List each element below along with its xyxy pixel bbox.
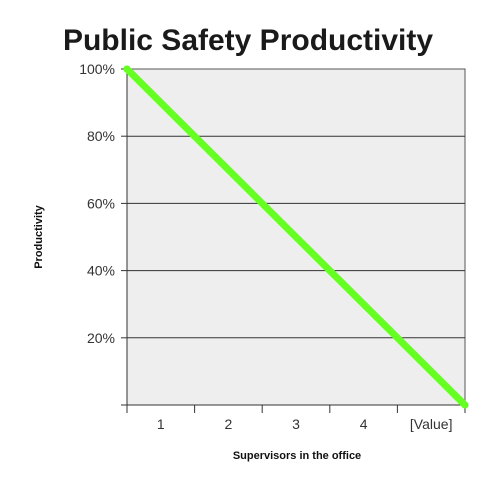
chart-title: Public Safety Productivity: [63, 24, 433, 57]
y-tick-label: 20%: [87, 330, 115, 346]
x-tick-label: 2: [225, 416, 233, 432]
x-tick-label: 4: [360, 416, 368, 432]
gridlines: [127, 135, 465, 339]
y-tick-label: 100%: [79, 61, 115, 77]
y-tick-label: 40%: [87, 263, 115, 279]
x-tick-label: 1: [157, 416, 165, 432]
y-tick-label: 60%: [87, 195, 115, 211]
data-point: [461, 401, 469, 409]
x-tick-label: 3: [292, 416, 300, 432]
y-axis-title: Productivity: [33, 204, 45, 268]
y-tick-label: 80%: [87, 128, 115, 144]
series-line: [123, 65, 469, 409]
series: [123, 65, 469, 409]
data-point: [123, 65, 131, 73]
x-axis-title: Supervisors in the office: [233, 450, 361, 462]
tick-labels: 20% 40% 60% 80% 100% 1 2 3 4 [Value]: [79, 61, 452, 432]
x-tick-label: [Value]: [410, 416, 453, 432]
